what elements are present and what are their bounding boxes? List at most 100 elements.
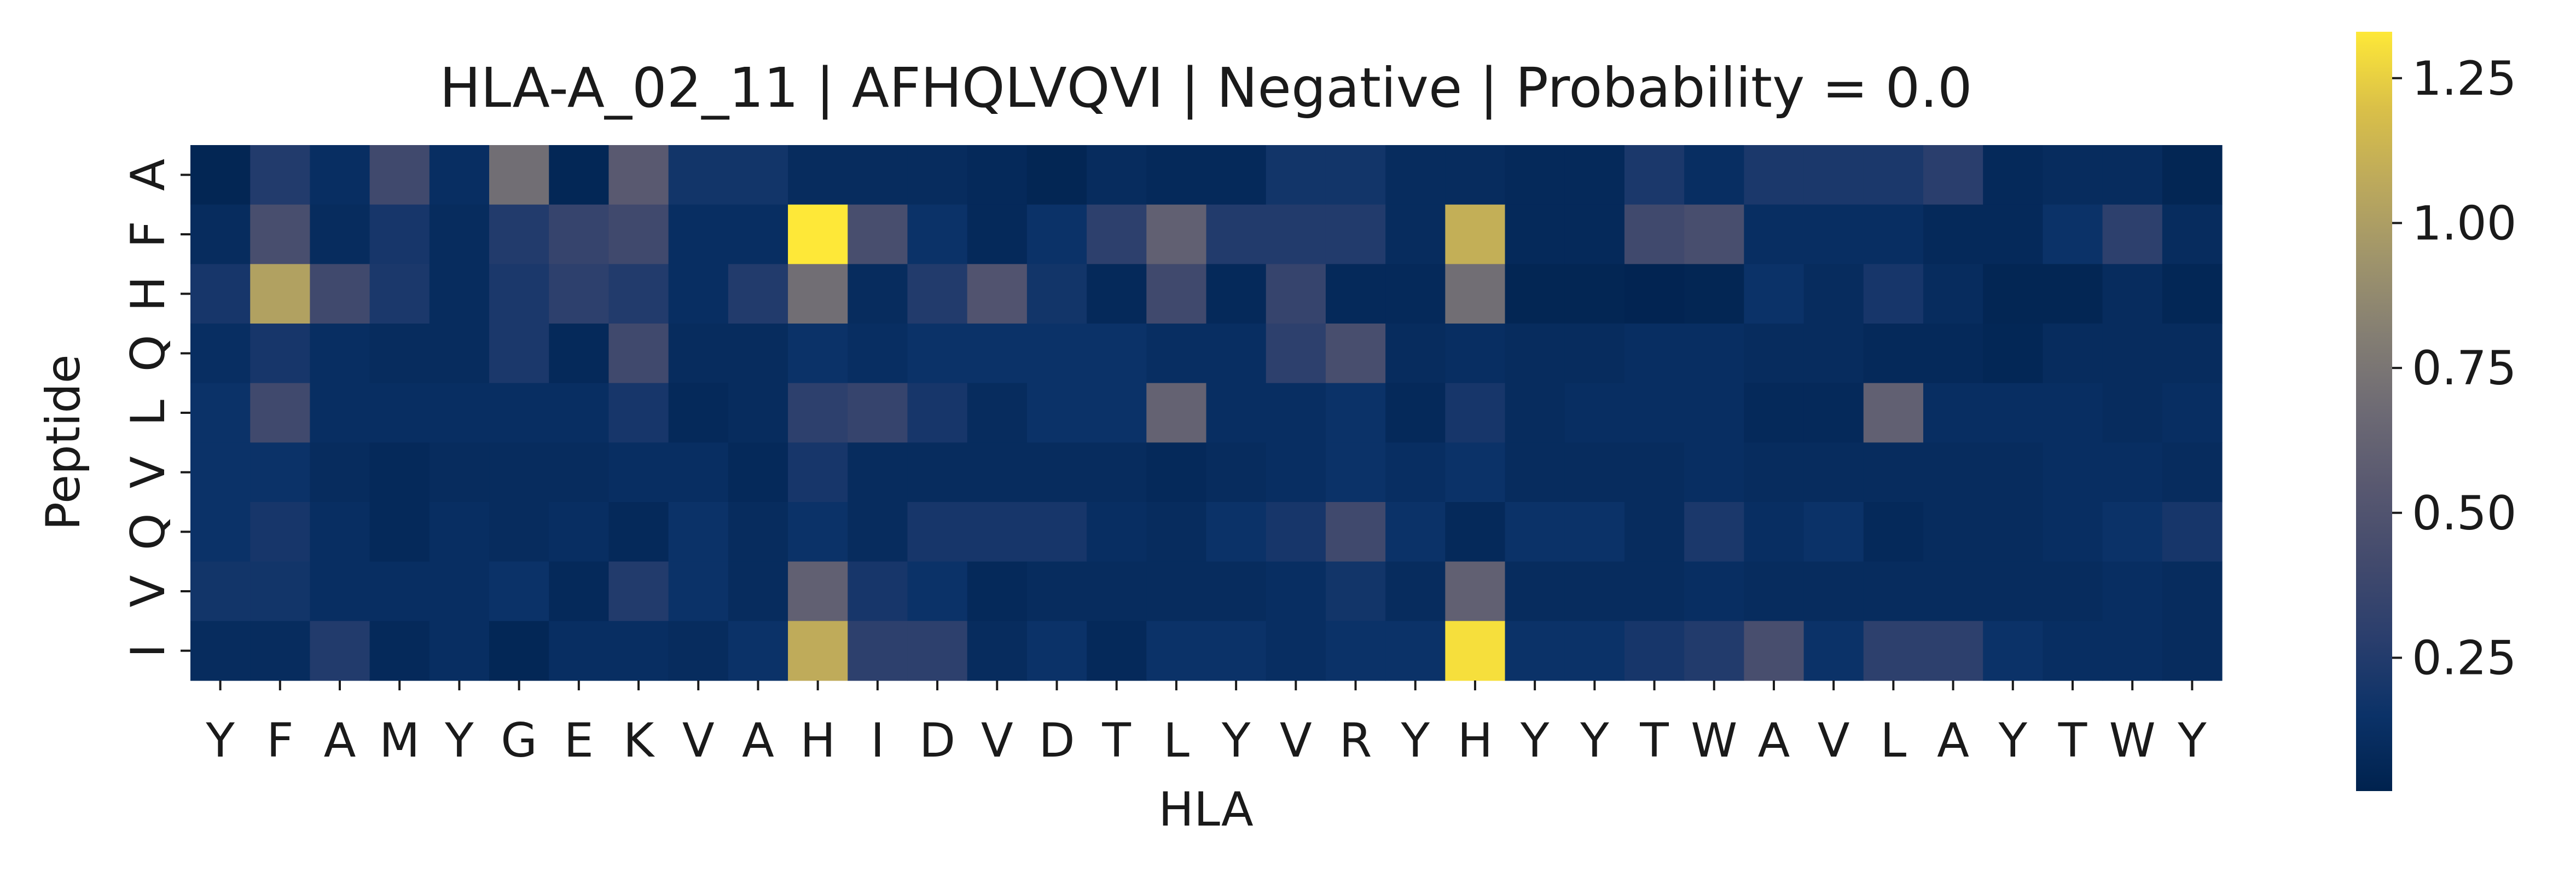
heatmap-cell: [250, 502, 311, 562]
heatmap-cell: [1744, 502, 1805, 562]
heatmap-cell: [1564, 621, 1625, 681]
heatmap-cell: [1087, 264, 1147, 324]
x-axis-label: HLA: [1158, 782, 1254, 837]
heatmap-cell: [1445, 324, 1506, 384]
x-tick-label: Y: [1221, 713, 1251, 768]
x-tick-label: G: [501, 713, 537, 768]
y-tick-label: L: [121, 400, 176, 426]
heatmap-cell: [1206, 324, 1267, 384]
heatmap-cell: [489, 204, 549, 264]
heatmap-cell: [1385, 145, 1446, 205]
heatmap-cell: [1624, 561, 1685, 621]
heatmap-cell: [549, 145, 610, 205]
heatmap-cell: [1624, 621, 1685, 681]
heatmap-cell: [608, 502, 669, 562]
heatmap-cell: [549, 502, 610, 562]
colorbar-tick-label: 1.00: [2412, 197, 2516, 251]
heatmap-cell: [1026, 502, 1087, 562]
heatmap-cell: [1684, 561, 1744, 621]
heatmap-cell: [549, 561, 610, 621]
heatmap-cell: [668, 502, 729, 562]
heatmap-cell: [1983, 264, 2043, 324]
x-tick-label: Y: [205, 713, 235, 768]
heatmap-cell: [788, 324, 848, 384]
heatmap-cell: [1803, 502, 1864, 562]
heatmap-cell: [848, 204, 908, 264]
heatmap-cell: [1266, 324, 1326, 384]
heatmap-cell: [1744, 145, 1805, 205]
heatmap-cell: [1325, 264, 1386, 324]
heatmap-cell: [2102, 204, 2163, 264]
x-tick-label: W: [1691, 713, 1737, 768]
heatmap-cell: [1863, 561, 1924, 621]
heatmap-cell: [1026, 145, 1087, 205]
heatmap-cell: [2043, 561, 2103, 621]
y-tick-label: H: [121, 276, 176, 312]
heatmap-cell: [1983, 145, 2043, 205]
heatmap-cell: [907, 561, 968, 621]
heatmap-cell: [1684, 264, 1744, 324]
heatmap-cell: [1863, 264, 1924, 324]
heatmap-cell: [489, 383, 549, 443]
heatmap-cell: [2043, 145, 2103, 205]
heatmap-cell: [1803, 324, 1864, 384]
heatmap-cell: [608, 204, 669, 264]
heatmap-cell: [1744, 561, 1805, 621]
heatmap-cell: [848, 502, 908, 562]
heatmap-cell: [1146, 561, 1207, 621]
heatmap-cell: [1266, 204, 1326, 264]
heatmap-cell: [549, 383, 610, 443]
heatmap-cell: [1923, 442, 1983, 503]
x-tick-label: A: [1758, 713, 1790, 768]
heatmap-cell: [429, 324, 490, 384]
heatmap-cell: [1564, 561, 1625, 621]
x-tick-label: W: [2109, 713, 2156, 768]
heatmap-cell: [549, 204, 610, 264]
heatmap-cell: [1803, 204, 1864, 264]
heatmap-cell: [728, 621, 788, 681]
heatmap-cell: [1684, 324, 1744, 384]
heatmap-cell: [1206, 442, 1267, 503]
heatmap-cell: [1325, 324, 1386, 384]
heatmap-cell: [1087, 621, 1147, 681]
heatmap-cell: [1445, 442, 1506, 503]
x-tick-label: T: [2058, 713, 2087, 768]
heatmap-cell: [1505, 204, 1565, 264]
heatmap-cell: [907, 383, 968, 443]
heatmap-cell: [1803, 442, 1864, 503]
heatmap-cell: [1146, 502, 1207, 562]
heatmap-cell: [2162, 621, 2223, 681]
heatmap-cell: [1026, 442, 1087, 503]
heatmap-cell: [369, 204, 430, 264]
heatmap-cell: [1266, 502, 1326, 562]
heatmap-cell: [1325, 502, 1386, 562]
heatmap-cell: [1624, 383, 1685, 443]
heatmap-cell: [1923, 264, 1983, 324]
heatmap-cell: [728, 145, 788, 205]
heatmap-cell: [1505, 502, 1565, 562]
heatmap-cell: [668, 204, 729, 264]
x-tick-label: K: [623, 713, 655, 768]
heatmap-cell: [1684, 442, 1744, 503]
heatmap-cell: [608, 621, 669, 681]
heatmap-cell: [2102, 561, 2163, 621]
heatmap-cell: [1983, 442, 2043, 503]
heatmap-cell: [1385, 442, 1446, 503]
heatmap-cell: [429, 442, 490, 503]
heatmap-cell: [429, 383, 490, 443]
heatmap-cell: [728, 324, 788, 384]
heatmap-cell: [907, 324, 968, 384]
heatmap-cell: [250, 145, 311, 205]
x-tick-label: Y: [1580, 713, 1609, 768]
heatmap-cell: [728, 204, 788, 264]
heatmap-cell: [1266, 442, 1326, 503]
colorbar-ticks: 0.25 0.50 0.75 1.00 1.25: [2392, 51, 2516, 686]
heatmap-cell: [1624, 324, 1685, 384]
heatmap-cell: [489, 561, 549, 621]
heatmap-cell: [1505, 145, 1565, 205]
heatmap-cell: [907, 145, 968, 205]
heatmap-cell: [369, 561, 430, 621]
heatmap-cell: [190, 383, 251, 443]
heatmap-cell: [2162, 442, 2223, 503]
